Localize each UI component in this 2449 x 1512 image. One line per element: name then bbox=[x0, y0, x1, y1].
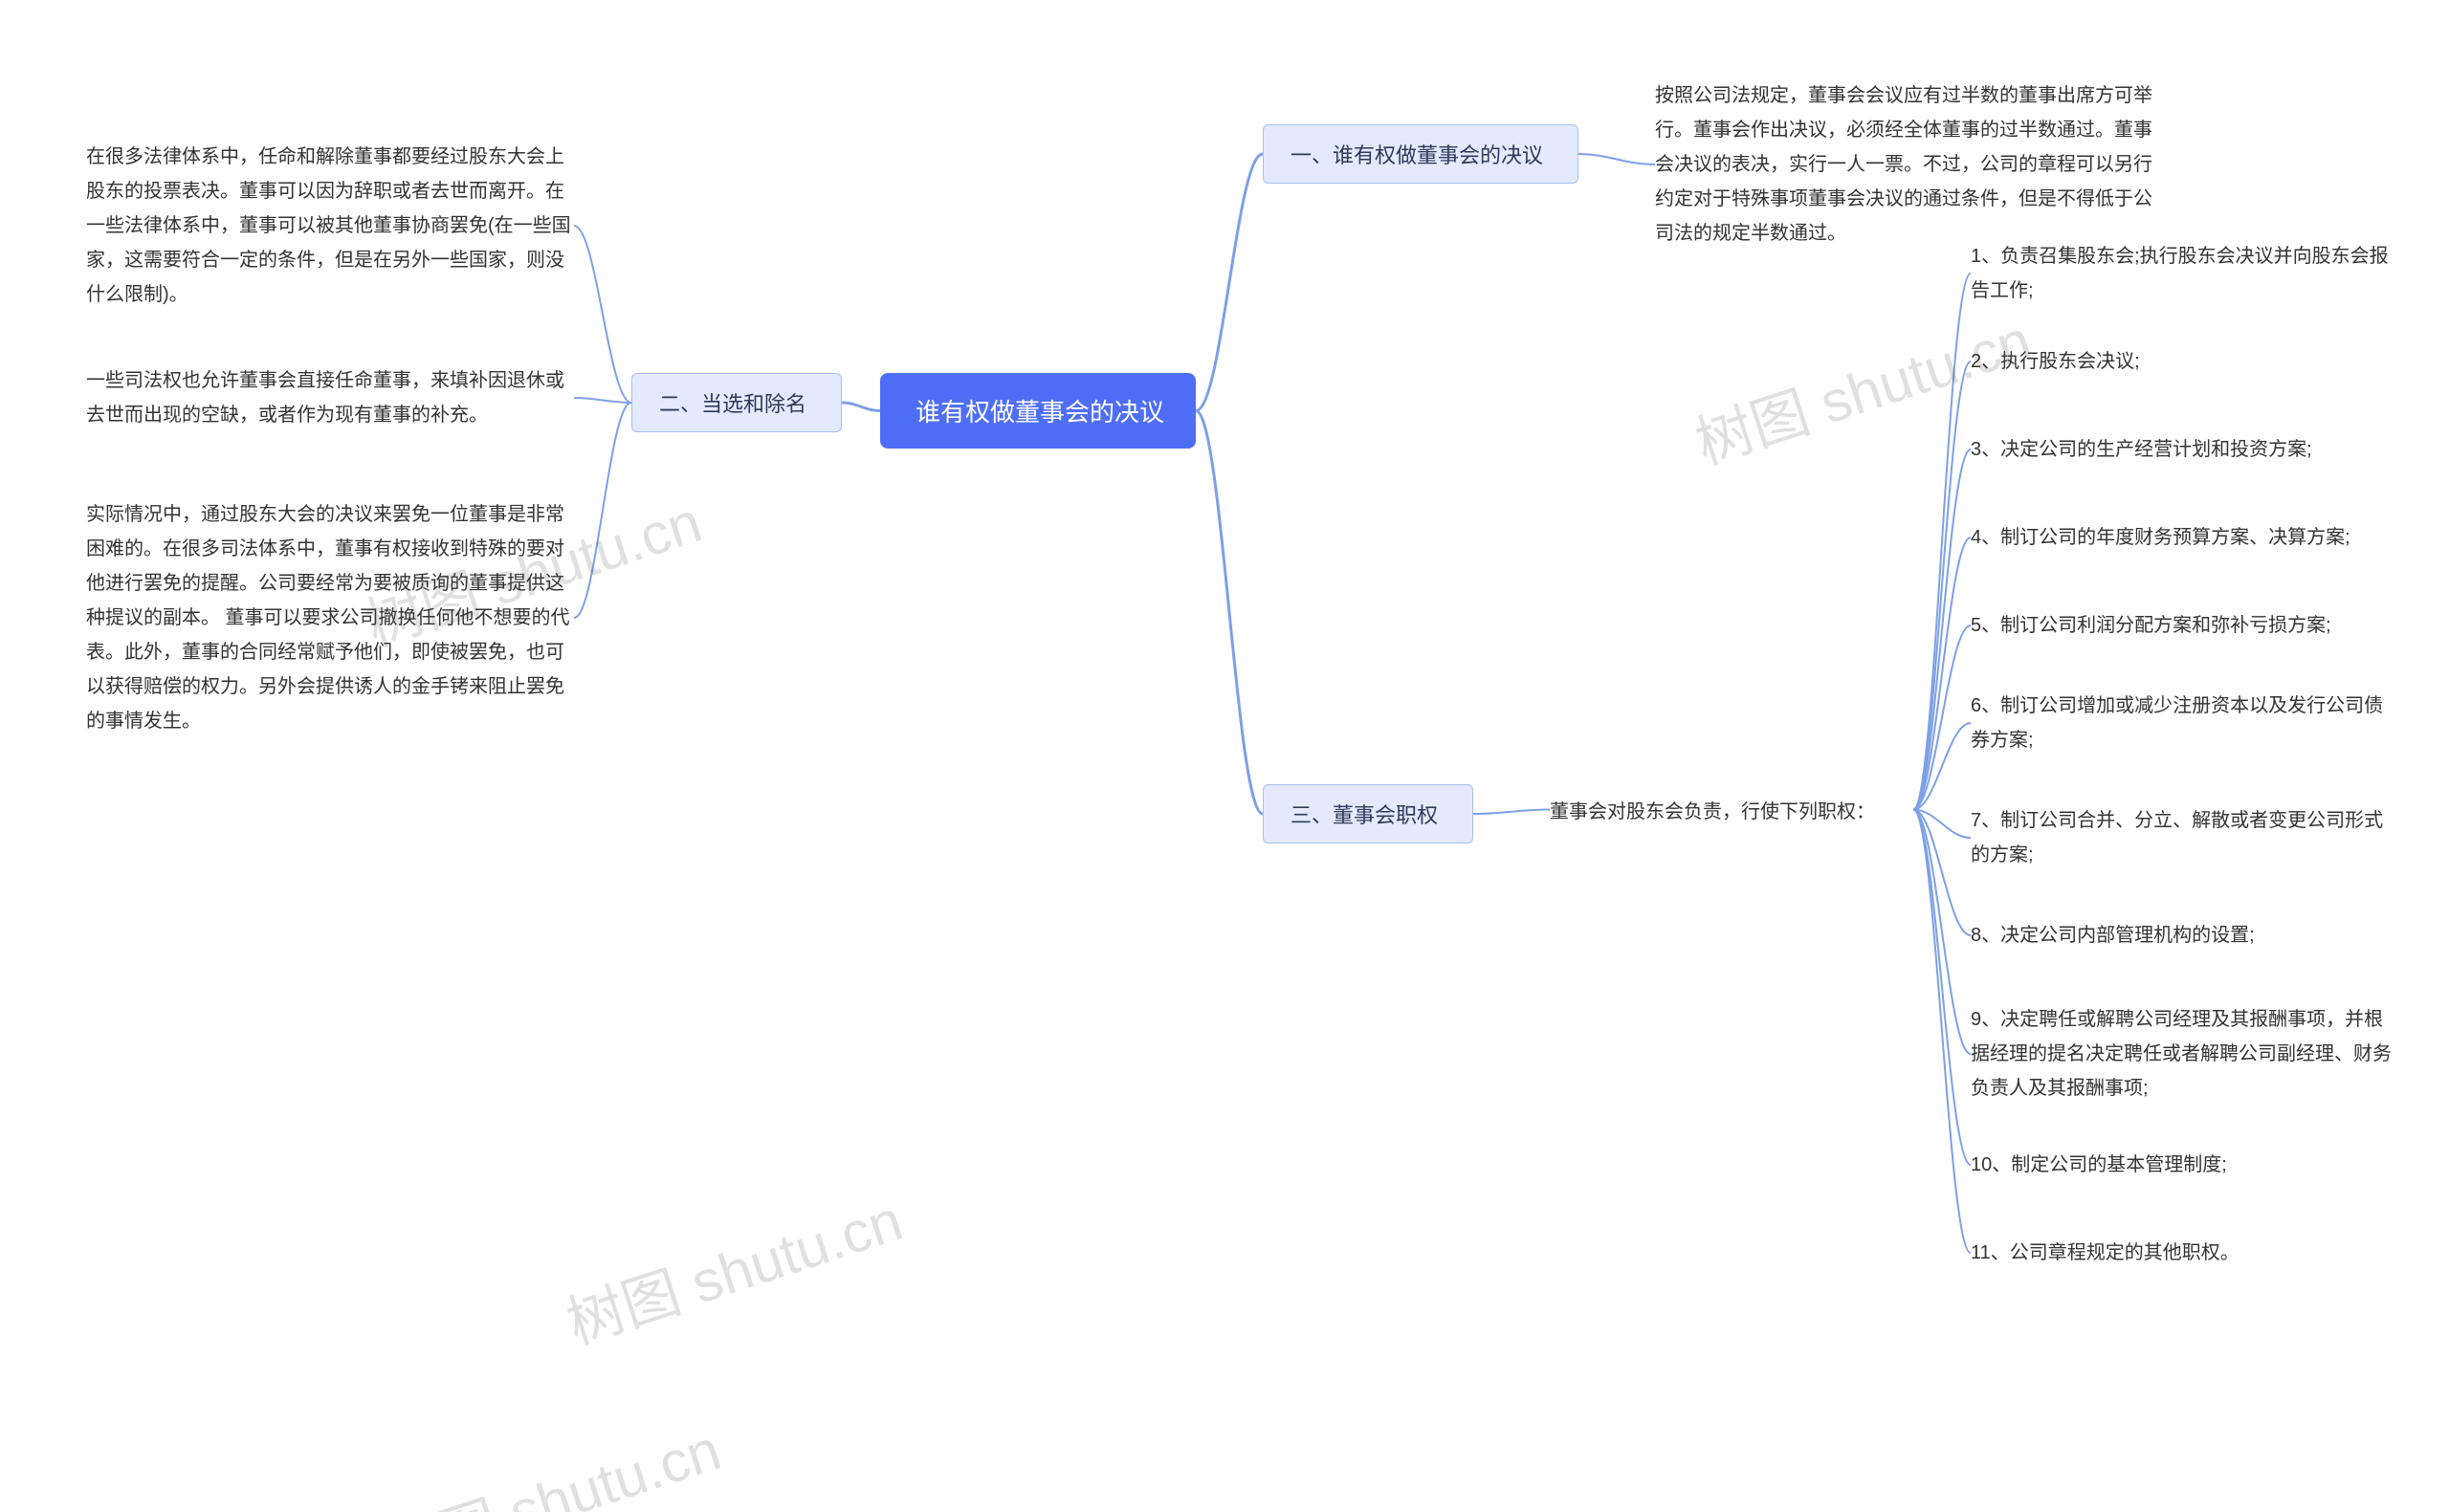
branch-3-item: 2、执行股东会决议; bbox=[1971, 344, 2392, 379]
branch-node-3[interactable]: 三、董事会职权 bbox=[1263, 784, 1473, 844]
branch-2-leaf: 一些司法权也允许董事会直接任命董事，来填补因退休或去世而出现的空缺，或者作为现有… bbox=[86, 363, 574, 432]
branch-3-item: 10、制定公司的基本管理制度; bbox=[1971, 1148, 2392, 1182]
watermark: 树图 shutu.cn bbox=[373, 1404, 730, 1512]
branch-node-2[interactable]: 二、当选和除名 bbox=[631, 373, 842, 432]
branch-2-leaf: 实际情况中，通过股东大会的决议来罢免一位董事是非常困难的。在很多司法体系中，董事… bbox=[86, 497, 574, 738]
branch-1-leaf: 按照公司法规定，董事会会议应有过半数的董事出席方可举行。董事会作出决议，必须经全… bbox=[1655, 78, 2162, 251]
watermark: 树图 shutu.cn bbox=[555, 1174, 912, 1361]
branch-3-intermediate: 董事会对股东会负责，行使下列职权： bbox=[1550, 796, 1913, 823]
branch-3-item: 7、制订公司合并、分立、解散或者变更公司形式的方案; bbox=[1971, 803, 2392, 872]
branch-3-item: 4、制订公司的年度财务预算方案、决算方案; bbox=[1971, 520, 2392, 555]
root-node[interactable]: 谁有权做董事会的决议 bbox=[880, 373, 1196, 449]
branch-2-leaf: 在很多法律体系中，任命和解除董事都要经过股东大会上股东的投票表决。董事可以因为辞… bbox=[86, 140, 574, 312]
branch-3-item: 8、决定公司内部管理机构的设置; bbox=[1971, 918, 2392, 953]
branch-3-item: 5、制订公司利润分配方案和弥补亏损方案; bbox=[1971, 608, 2392, 643]
branch-3-item: 3、决定公司的生产经营计划和投资方案; bbox=[1971, 432, 2392, 467]
branch-3-item: 1、负责召集股东会;执行股东会决议并向股东会报告工作; bbox=[1971, 239, 2392, 308]
branch-3-item: 11、公司章程规定的其他职权。 bbox=[1971, 1236, 2392, 1270]
mindmap-stage: 树图 shutu.cn 树图 shutu.cn 树图 shutu.cn 树图 s… bbox=[0, 0, 2449, 1512]
branch-3-item: 9、决定聘任或解聘公司经理及其报酬事项，并根据经理的提名决定聘任或者解聘公司副经… bbox=[1971, 1002, 2392, 1106]
branch-3-item: 6、制订公司增加或减少注册资本以及发行公司债券方案; bbox=[1971, 689, 2392, 757]
branch-node-1[interactable]: 一、谁有权做董事会的决议 bbox=[1263, 124, 1578, 184]
